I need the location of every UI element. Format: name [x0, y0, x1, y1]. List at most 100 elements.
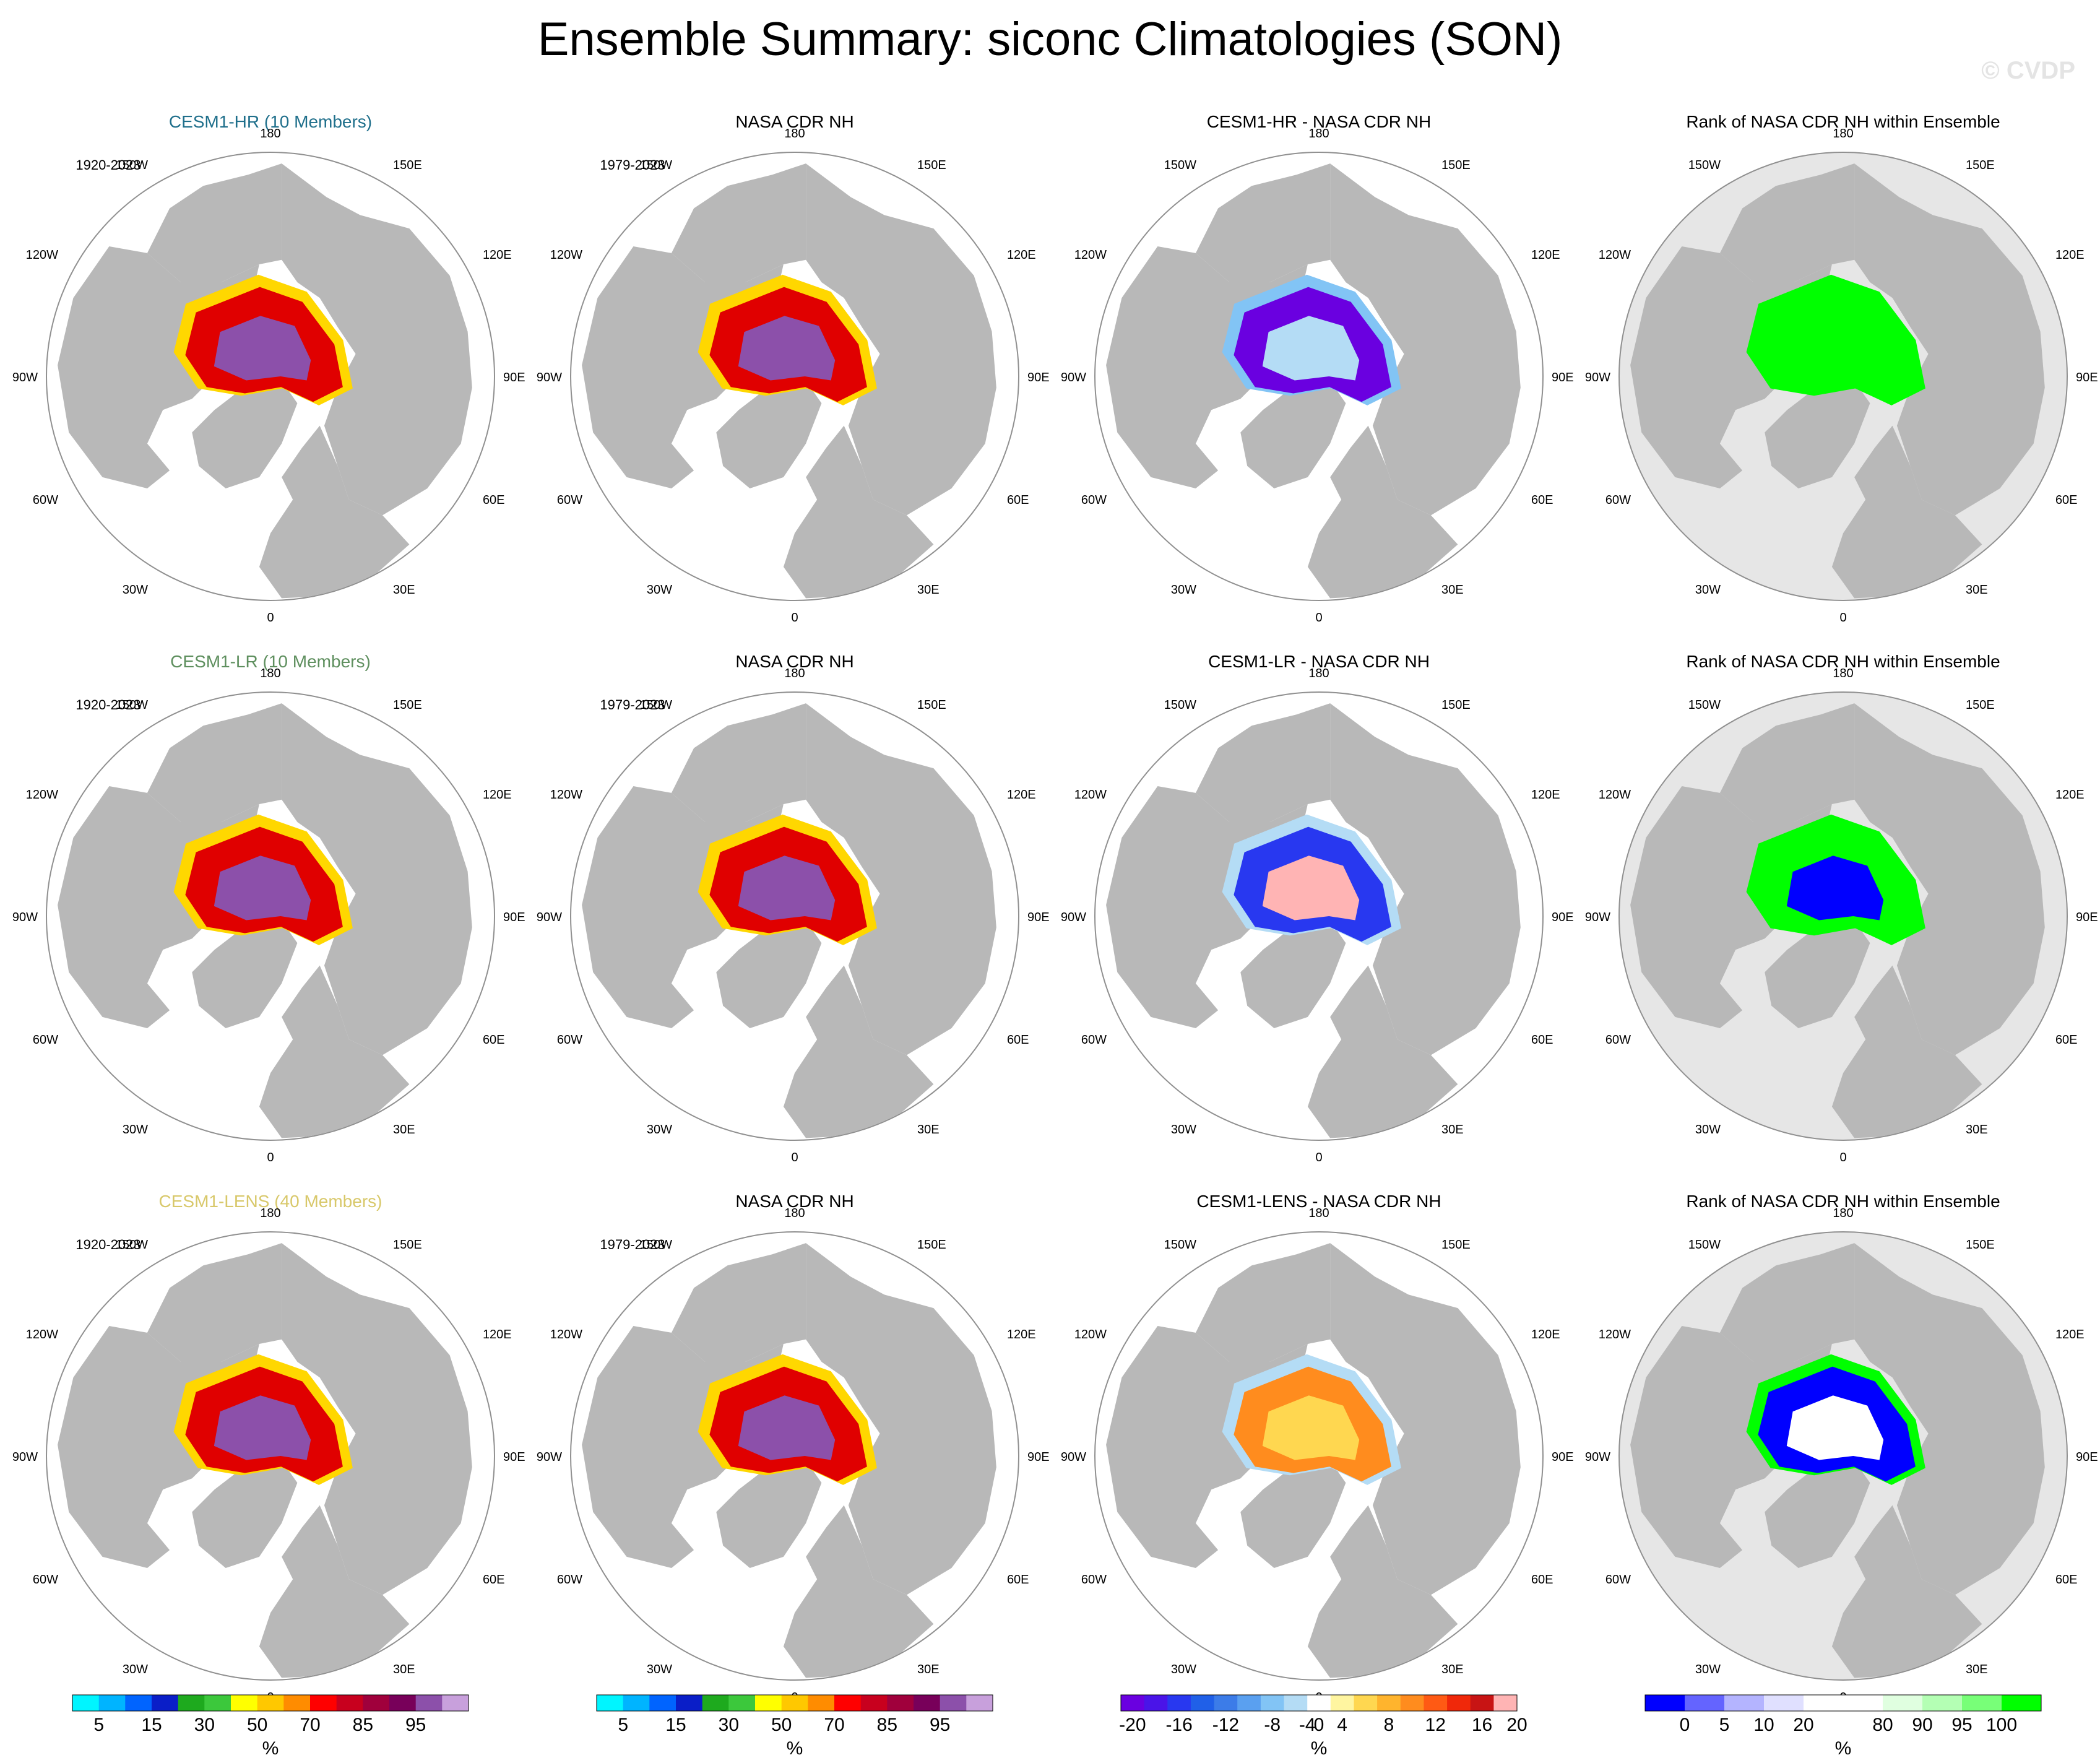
- colorbar-swatch: [178, 1695, 205, 1711]
- lon-label: 90E: [503, 911, 525, 924]
- lon-label: 120E: [1531, 1328, 1560, 1341]
- lon-label: 120E: [1531, 788, 1560, 802]
- lon-label: 150W: [1688, 1238, 1721, 1252]
- land-layer: [1106, 1243, 1521, 1678]
- lon-label: 30W: [123, 1123, 148, 1137]
- colorbar-swatch: [1883, 1695, 1923, 1711]
- lon-label: 120E: [483, 1328, 512, 1341]
- colorbar-swatch: [125, 1695, 152, 1711]
- lon-label: 30E: [917, 583, 940, 597]
- land-mass: [1307, 1505, 1458, 1678]
- lon-label: 150E: [917, 158, 946, 172]
- lon-label: 30E: [917, 1123, 940, 1137]
- colorbar-units-label: %: [1311, 1738, 1328, 1759]
- colorbar-swatch: [1167, 1695, 1191, 1711]
- lon-label: 90W: [1061, 1450, 1086, 1464]
- land-mass: [282, 163, 472, 516]
- colorbar-swatch: [98, 1695, 126, 1711]
- land-mass: [716, 1460, 822, 1568]
- lon-label: 120W: [1074, 248, 1107, 262]
- land-mass: [1330, 1243, 1521, 1595]
- ice-core: [214, 856, 311, 920]
- colorbar-swatch: [1237, 1695, 1261, 1711]
- lon-label: 90W: [1585, 911, 1610, 924]
- colorbar-swatch: [1724, 1695, 1765, 1711]
- lon-label: 150E: [393, 158, 422, 172]
- land-mass: [147, 1243, 282, 1362]
- period-label: 1979-2023: [600, 1237, 665, 1252]
- colorbar-swatch: [940, 1695, 967, 1711]
- colorbar-swatch: [283, 1695, 311, 1711]
- land-layer: [1630, 703, 2045, 1138]
- colorbar-swatch: [1447, 1695, 1471, 1711]
- lon-label: 150W: [1164, 1238, 1196, 1252]
- land-mass: [1831, 965, 1982, 1138]
- lon-label: 180: [260, 127, 280, 141]
- lon-label: 60W: [1081, 1033, 1107, 1047]
- lon-label: 30E: [1441, 1663, 1464, 1676]
- land-mass: [1719, 1243, 1855, 1362]
- colorbar-swatch: [1424, 1695, 1448, 1711]
- colorbar-swatch: [1470, 1695, 1494, 1711]
- lon-label: 60E: [483, 493, 505, 507]
- colorbar-tick-label: 5: [93, 1715, 104, 1735]
- lon-label: 120W: [1074, 788, 1107, 802]
- ice-core: [1262, 856, 1360, 920]
- land-mass: [783, 965, 934, 1138]
- land-mass: [282, 703, 472, 1055]
- colorbar-swatch: [1190, 1695, 1214, 1711]
- land-mass: [1765, 381, 1870, 488]
- land-layer: [1630, 1243, 2045, 1678]
- colorbar-swatch: [204, 1695, 231, 1711]
- lon-label: 120E: [1007, 788, 1036, 802]
- lon-label: 150E: [393, 698, 422, 712]
- land-mass: [1854, 163, 2045, 516]
- lon-label: 30W: [647, 583, 672, 597]
- land-mass: [192, 1460, 298, 1568]
- land-mass: [1854, 1243, 2045, 1595]
- lon-label: 30W: [1695, 1663, 1721, 1676]
- lon-label: 0: [267, 1151, 274, 1164]
- lon-label: 150W: [640, 1238, 672, 1252]
- lon-label: 60W: [1605, 493, 1631, 507]
- colorbar-swatch: [363, 1695, 390, 1711]
- land-mass: [1765, 1460, 1870, 1568]
- map-panel-r2-c1: CESM1-LR (10 Members) 1920-2023 180 150E 120…: [12, 652, 525, 1164]
- colorbar-swatch: [152, 1695, 179, 1711]
- panel-title: CESM1-LR (10 Members): [170, 652, 371, 671]
- lon-label: 150E: [1441, 698, 1471, 712]
- lon-label: 180: [784, 1206, 805, 1220]
- lon-label: 0: [1315, 611, 1322, 625]
- land-mass: [671, 163, 806, 282]
- land-mass: [671, 703, 806, 822]
- land-mass: [1719, 703, 1855, 822]
- lon-label: 60W: [33, 1573, 58, 1587]
- land-mass: [1831, 1505, 1982, 1678]
- land-mass: [783, 425, 934, 599]
- lon-label: 60E: [483, 1033, 505, 1047]
- lon-label: 90E: [1027, 1450, 1050, 1464]
- land-layer: [1106, 163, 1521, 599]
- lon-label: 30E: [1966, 583, 1988, 597]
- lon-label: 150E: [393, 1238, 422, 1252]
- colorbar-tick-label: 70: [824, 1715, 844, 1735]
- land-layer: [58, 1243, 472, 1678]
- lon-label: 150W: [1688, 698, 1721, 712]
- colorbar-swatch: [1377, 1695, 1401, 1711]
- period-label: 1979-2023: [600, 157, 665, 173]
- colorbar-swatch: [649, 1695, 676, 1711]
- lon-label: 150W: [1164, 158, 1196, 172]
- land-mass: [806, 703, 996, 1055]
- land-mass: [1719, 163, 1855, 282]
- lon-label: 90E: [2076, 1450, 2098, 1464]
- lon-label: 120E: [1007, 1328, 1036, 1341]
- lon-label: 90W: [537, 911, 562, 924]
- colorbar-tick-label: 4: [1337, 1715, 1347, 1735]
- land-mass: [1330, 703, 1521, 1055]
- lon-label: 90E: [1552, 371, 1574, 384]
- lon-label: 180: [1833, 1206, 1853, 1220]
- land-mass: [1765, 920, 1870, 1028]
